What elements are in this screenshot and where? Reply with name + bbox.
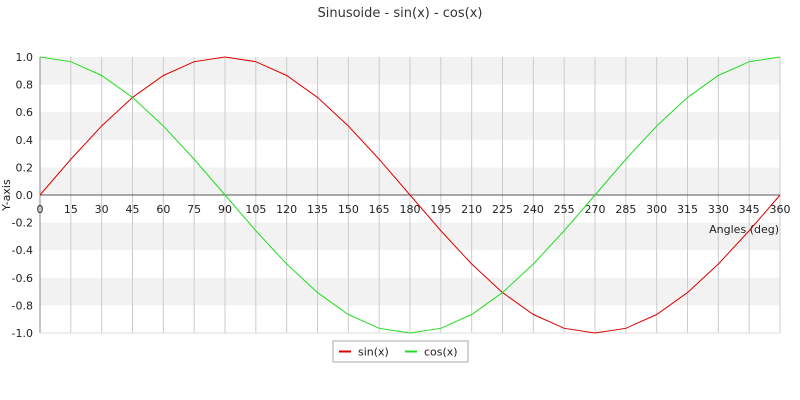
x-tick-label: 120 <box>276 203 297 216</box>
legend-label: cos(x) <box>424 346 458 359</box>
y-tick-labels: 1.0 0.8 0.6 0.4 0.2 0.0 -0.2 -0.4 -0.6 -0.8 -1.0 <box>12 51 33 340</box>
series-lines <box>39 56 781 334</box>
x-tick-label: 315 <box>677 203 698 216</box>
y-tick-label: 0.8 <box>16 79 34 92</box>
legend-box <box>332 340 469 363</box>
y-tick-label: 0.0 <box>16 189 34 202</box>
y-axis-label: Y-axis <box>0 179 13 212</box>
x-tick-label: 90 <box>218 203 232 216</box>
x-tick-label: 75 <box>187 203 201 216</box>
x-tick-label: 105 <box>245 203 266 216</box>
legend: sin(x) cos(x) <box>332 340 469 363</box>
x-tick-label: 15 <box>64 203 78 216</box>
x-tick-label: 195 <box>430 203 451 216</box>
y-tick-label: 0.4 <box>16 134 34 147</box>
y-tick-label: 0.6 <box>16 106 34 119</box>
x-tick-label: 360 <box>770 203 791 216</box>
x-tick-label: 285 <box>615 203 636 216</box>
x-axis-label: Angles (deg) <box>709 223 779 236</box>
y-tick-label: -0.8 <box>12 299 33 312</box>
y-tick-label: -0.2 <box>12 217 33 230</box>
y-tick-label: -0.4 <box>12 244 33 257</box>
x-tick-label: 345 <box>739 203 760 216</box>
y-tick-label: 1.0 <box>16 51 34 64</box>
series-line-sinx <box>39 56 781 334</box>
x-tick-label: 225 <box>492 203 513 216</box>
x-tick-label: 45 <box>126 203 140 216</box>
chart-title: Sinusoide - sin(x) - cos(x) <box>317 6 482 21</box>
x-tick-labels: 0 15 30 45 60 75 90 105 120 135 150 165 180 195 210 225… <box>37 203 791 216</box>
y-tick-label: 0.2 <box>16 161 34 174</box>
x-tick-label: 0 <box>37 203 44 216</box>
x-tick-label: 300 <box>646 203 667 216</box>
x-tick-label: 255 <box>554 203 575 216</box>
x-tick-label: 240 <box>523 203 544 216</box>
x-tick-label: 330 <box>708 203 729 216</box>
y-tick-label: -0.6 <box>12 272 33 285</box>
series-line-cosx <box>39 56 781 334</box>
x-tick-label: 270 <box>585 203 606 216</box>
legend-label: sin(x) <box>358 346 389 359</box>
x-tick-label: 180 <box>400 203 421 216</box>
x-tick-label: 150 <box>338 203 359 216</box>
x-tick-label: 30 <box>95 203 109 216</box>
x-tick-label: 210 <box>461 203 482 216</box>
y-tick-label: -1.0 <box>12 327 33 340</box>
x-tick-label: 60 <box>156 203 170 216</box>
x-tick-label: 135 <box>307 203 328 216</box>
x-tick-label: 165 <box>369 203 390 216</box>
